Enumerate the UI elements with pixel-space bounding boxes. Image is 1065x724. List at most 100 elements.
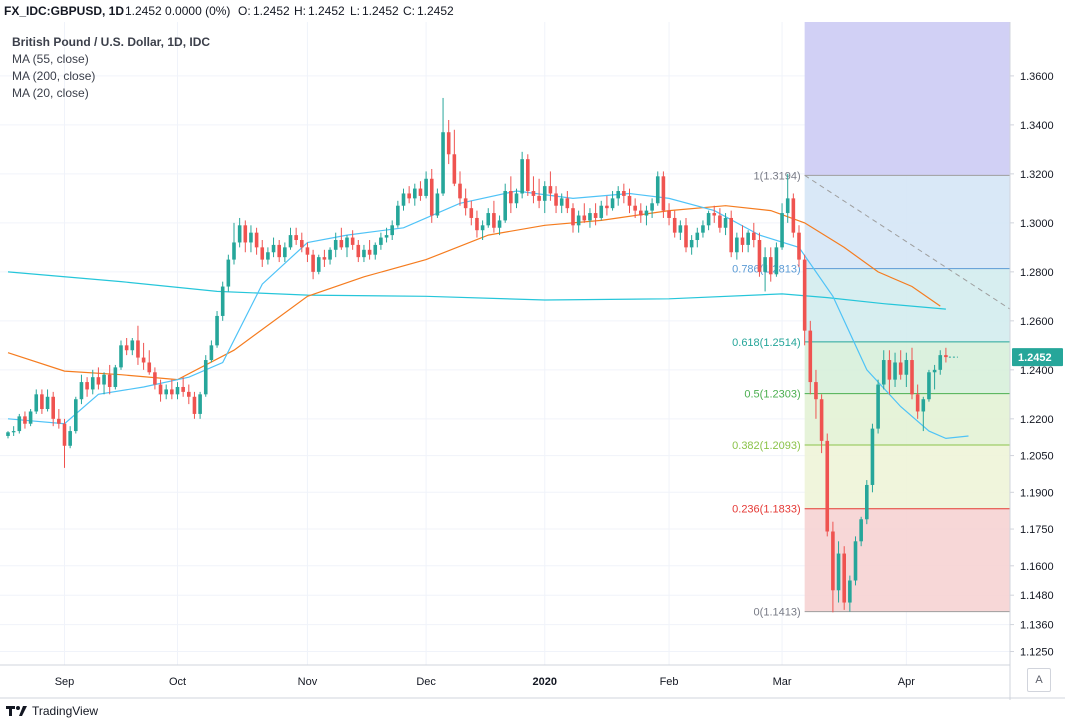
candle-body: [96, 377, 101, 385]
candle-body: [497, 220, 502, 228]
price-tick-label: 1.2800: [1020, 267, 1054, 279]
candle-body: [40, 394, 44, 410]
candle-body: [802, 259, 807, 331]
candle-body: [712, 213, 717, 216]
candle-body: [322, 257, 327, 260]
price-chart[interactable]: 1(1.3194)0.786(1.2813)0.618(1.2514)0.5(1…: [0, 0, 1065, 700]
price-tick-label: 1.1480: [1020, 590, 1054, 602]
candle-body: [28, 411, 33, 424]
candle-body: [599, 205, 604, 218]
time-axis: Sep Oct Nov Dec 2020 Feb Mar Apr: [0, 664, 1065, 699]
candle-body: [51, 396, 55, 419]
time-tick-label: Mar: [773, 676, 792, 688]
candle-body: [175, 386, 180, 395]
open-label: O:: [238, 4, 251, 18]
candle-body: [898, 362, 903, 375]
high-value: 1.2452: [308, 4, 345, 18]
candle-body: [842, 553, 846, 603]
ma200-line: [7, 271, 946, 310]
candle-body: [294, 235, 298, 241]
candle-body: [249, 232, 253, 243]
open-value: 1.2452: [253, 4, 290, 18]
candle-body: [814, 382, 818, 400]
price-axis: 1.3600 1.3400 1.3200 1.3000 1.2800 1.2600 1.24…: [1009, 22, 1065, 700]
candle-body: [232, 242, 236, 260]
candle-body: [554, 193, 558, 206]
close-label: C:: [403, 4, 415, 18]
candle-body: [639, 210, 643, 216]
candle-body: [266, 252, 270, 260]
candle-body: [475, 217, 479, 231]
price-tick-label: 1.2600: [1020, 316, 1054, 328]
candle-body: [458, 183, 462, 199]
candle-body: [735, 237, 739, 253]
candle-body: [68, 431, 72, 446]
candle-body: [932, 369, 937, 373]
price-tick-label: 1.1750: [1020, 524, 1054, 536]
candle-body: [79, 382, 84, 400]
fib-level-label: 0.618(1.2514): [732, 337, 801, 349]
candle-body: [768, 257, 773, 275]
price-tick-label: 1.3600: [1020, 71, 1054, 83]
legend-ma20[interactable]: MA (20, close): [12, 86, 89, 100]
price-tick-label: 1.1600: [1020, 561, 1054, 573]
price-tick-label: 1.2400: [1020, 365, 1054, 377]
candle-body: [910, 360, 914, 395]
candle-body: [441, 132, 445, 194]
candle-body: [938, 355, 943, 370]
candle-body: [209, 345, 214, 361]
candle-body: [808, 330, 813, 383]
tradingview-logo[interactable]: TradingView: [6, 704, 98, 718]
candle-body: [288, 235, 293, 248]
candle-body: [859, 519, 863, 542]
candle-body: [571, 208, 575, 226]
candle-body: [514, 193, 519, 204]
price-tick-label: 1.1250: [1020, 647, 1054, 659]
candle-body: [718, 215, 722, 228]
candle-body: [672, 217, 677, 233]
candle-body: [729, 217, 733, 253]
candle-body: [531, 191, 536, 196]
candle-body: [62, 423, 67, 446]
candle-body: [661, 176, 666, 211]
footer: TradingView: [0, 700, 1065, 724]
candle-body: [921, 399, 926, 412]
legend-ma200[interactable]: MA (200, close): [12, 69, 96, 83]
candle-body: [350, 237, 355, 245]
candle-body: [582, 215, 587, 221]
candle-body: [158, 384, 163, 395]
candle-body: [944, 355, 948, 358]
candle-body: [187, 391, 191, 397]
time-tick-label: Oct: [169, 676, 186, 688]
fib-level-label: 0.5(1.2303): [744, 389, 800, 401]
legend-title: British Pound / U.S. Dollar, 1D, IDC: [12, 35, 211, 49]
candle-body: [752, 232, 756, 241]
candle-body: [565, 198, 570, 209]
fib-zone: [804, 508, 1010, 612]
candle-body: [107, 374, 112, 387]
candle-body: [113, 367, 118, 387]
candle-body: [271, 244, 276, 253]
candle-body: [791, 198, 796, 233]
symbol-name[interactable]: FX_IDC:GBPUSD, 1D: [4, 4, 125, 18]
auto-scale-button[interactable]: A: [1027, 668, 1051, 692]
candle-body: [763, 257, 767, 272]
candle-body: [650, 203, 654, 211]
legend-ma55[interactable]: MA (55, close): [12, 52, 89, 66]
candle-body: [147, 362, 152, 373]
candle-body: [136, 340, 140, 358]
candle-body: [831, 531, 835, 591]
candle-body: [503, 191, 507, 221]
candle-body: [848, 580, 852, 603]
candle-body: [695, 232, 700, 241]
fib-level-label: 1(1.3194): [754, 170, 801, 182]
candle-body: [537, 195, 541, 201]
candle-body: [345, 237, 349, 248]
last-price-badge: [1012, 348, 1063, 367]
candle-body: [870, 428, 875, 485]
candle-body: [836, 553, 841, 591]
candle-body: [141, 357, 146, 363]
candle-body: [11, 431, 16, 433]
candle-body: [74, 399, 78, 432]
tradingview-logo-icon: [6, 706, 27, 716]
